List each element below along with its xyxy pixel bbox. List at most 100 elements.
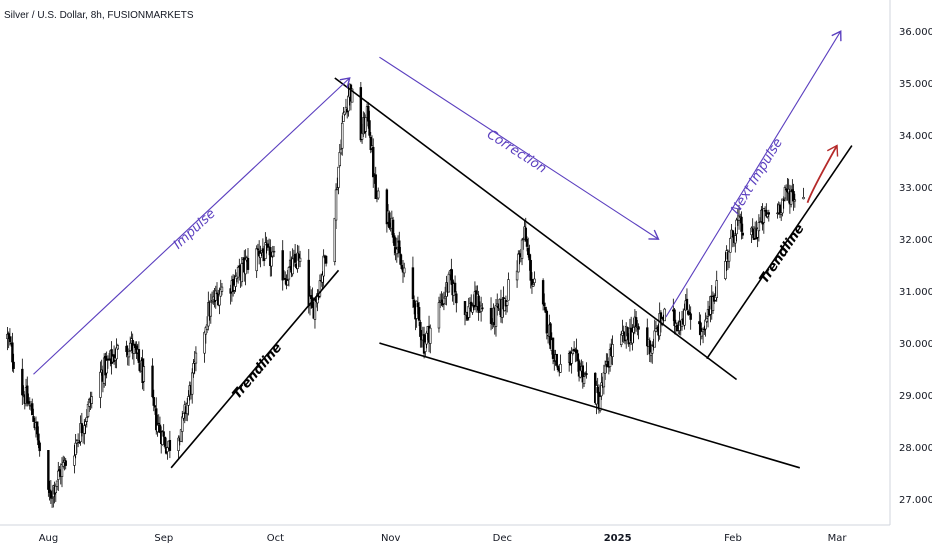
- candle: [64, 457, 67, 470]
- candle: [270, 252, 273, 277]
- candle: [802, 187, 805, 200]
- candle: [85, 409, 89, 428]
- candle: [338, 143, 341, 168]
- candle: [570, 347, 573, 374]
- candle: [73, 444, 76, 474]
- candle: [767, 209, 771, 222]
- candle: [115, 338, 118, 369]
- candle: [281, 240, 284, 291]
- candle: [481, 303, 484, 312]
- candle: [313, 299, 317, 329]
- candle: [533, 271, 536, 286]
- candle: [576, 350, 580, 372]
- candle: [727, 250, 731, 269]
- candle: [541, 278, 545, 311]
- candle: [142, 358, 146, 392]
- candle: [318, 274, 322, 299]
- candle: [437, 296, 441, 333]
- candle: [137, 341, 141, 371]
- price-tick-label: 34.000: [899, 131, 932, 142]
- candle: [194, 346, 198, 372]
- candle: [337, 166, 340, 195]
- candle: [582, 371, 586, 387]
- candle: [417, 302, 421, 327]
- candle: [673, 308, 676, 335]
- candle: [704, 312, 707, 337]
- candle: [571, 348, 575, 356]
- price-tick-label: 28.000: [899, 443, 932, 454]
- candle: [272, 245, 276, 257]
- candle: [57, 461, 60, 491]
- candle: [611, 335, 614, 366]
- price-axis[interactable]: 27.000 28.000 29.000 30.000 31.000 32.000 33.0…: [899, 27, 932, 506]
- candle: [595, 380, 598, 415]
- candle: [762, 207, 766, 234]
- candle: [463, 300, 467, 326]
- candle: [551, 337, 555, 365]
- next-move-arrow: [806, 144, 839, 204]
- candle: [37, 426, 40, 449]
- candle: [419, 319, 422, 348]
- price-tick-label: 36.000: [899, 27, 932, 38]
- candle: [543, 293, 546, 311]
- chart-title: Silver / U.S. Dollar, 8h, FUSIONMARKETS: [4, 10, 194, 21]
- candle: [529, 254, 532, 289]
- candle: [214, 285, 217, 309]
- candle: [99, 361, 102, 409]
- candle: [166, 446, 169, 460]
- candle: [411, 256, 415, 308]
- candle: [163, 436, 167, 449]
- candle: [372, 138, 375, 188]
- time-tick-label: Mar: [828, 533, 848, 544]
- candle: [341, 115, 344, 156]
- upper-trendline: [334, 77, 738, 381]
- candle: [374, 166, 377, 199]
- price-tick-label: 33.000: [899, 183, 932, 194]
- candle: [11, 332, 14, 372]
- candle: [246, 248, 250, 274]
- candle: [515, 260, 519, 288]
- candle: [255, 245, 258, 278]
- time-tick-label: 2025: [604, 533, 632, 544]
- candle: [324, 255, 328, 267]
- candle: [359, 82, 363, 143]
- candle: [455, 291, 458, 313]
- candle: [152, 389, 155, 412]
- candle: [116, 343, 120, 350]
- candle: [685, 288, 689, 311]
- candle: [559, 354, 562, 373]
- candle: [626, 326, 629, 340]
- time-axis[interactable]: AugSepOctNovDec2025FebMarApr: [39, 533, 932, 544]
- candle: [600, 372, 603, 401]
- candle: [287, 266, 291, 287]
- candle: [429, 324, 432, 354]
- candle: [388, 210, 391, 230]
- candle: [663, 307, 666, 322]
- candle: [38, 440, 41, 457]
- time-tick-label: Aug: [39, 533, 59, 544]
- candle: [12, 353, 15, 373]
- candle: [322, 249, 325, 287]
- candle-series: [6, 82, 805, 508]
- candle: [545, 309, 549, 340]
- candle: [741, 223, 744, 239]
- time-tick-label: Oct: [267, 533, 284, 544]
- candle: [293, 244, 297, 267]
- time-tick-label: Feb: [724, 533, 742, 544]
- candle: [683, 303, 686, 330]
- candle: [368, 110, 371, 138]
- candle: [765, 203, 768, 218]
- candle: [162, 424, 165, 438]
- candle: [398, 231, 401, 254]
- candle: [90, 391, 93, 409]
- candle: [653, 319, 656, 348]
- candle: [47, 450, 50, 497]
- candle: [220, 282, 224, 296]
- candle: [187, 390, 190, 416]
- candle: [181, 410, 184, 443]
- candle: [151, 358, 154, 399]
- price-tick-label: 31.000: [899, 287, 932, 298]
- candle: [334, 183, 338, 229]
